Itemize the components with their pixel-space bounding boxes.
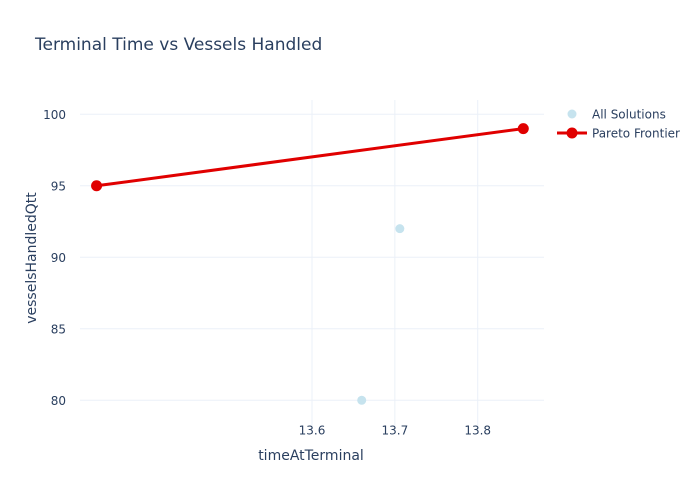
pareto-frontier-point[interactable] xyxy=(91,180,103,192)
y-tick-label: 90 xyxy=(51,251,66,265)
y-tick-label: 85 xyxy=(51,322,66,336)
x-tick-label: 13.8 xyxy=(464,424,491,438)
y-tick-label: 80 xyxy=(51,394,66,408)
y-tick-label: 95 xyxy=(51,179,66,193)
x-tick-label: 13.6 xyxy=(299,424,326,438)
y-axis-label: vesselsHandledQtt xyxy=(24,192,40,324)
grid-layer xyxy=(80,100,544,426)
series-layer xyxy=(91,123,529,405)
legend-item-all-solutions[interactable]: All Solutions xyxy=(567,108,666,122)
all-solutions-point[interactable] xyxy=(357,395,367,405)
legend-all-solutions-label: All Solutions xyxy=(592,108,666,122)
legend-all-solutions-marker-icon xyxy=(567,109,577,119)
legend-pareto-frontier-marker-icon xyxy=(566,127,578,139)
x-tick-label: 13.7 xyxy=(381,424,408,438)
legend[interactable]: All Solutions Pareto Frontier xyxy=(557,108,680,141)
tick-layer: 80 85 90 95 100 13.6 13.7 13.8 xyxy=(43,108,491,438)
legend-pareto-frontier-label: Pareto Frontier xyxy=(592,127,680,141)
x-axis-label: timeAtTerminal xyxy=(258,448,364,464)
pareto-frontier-point[interactable] xyxy=(517,123,529,135)
pareto-frontier-line xyxy=(96,127,524,188)
legend-item-pareto-frontier[interactable]: Pareto Frontier xyxy=(557,127,680,141)
chart-title: Terminal Time vs Vessels Handled xyxy=(34,35,322,55)
y-tick-label: 100 xyxy=(43,108,66,122)
all-solutions-point[interactable] xyxy=(395,224,405,234)
